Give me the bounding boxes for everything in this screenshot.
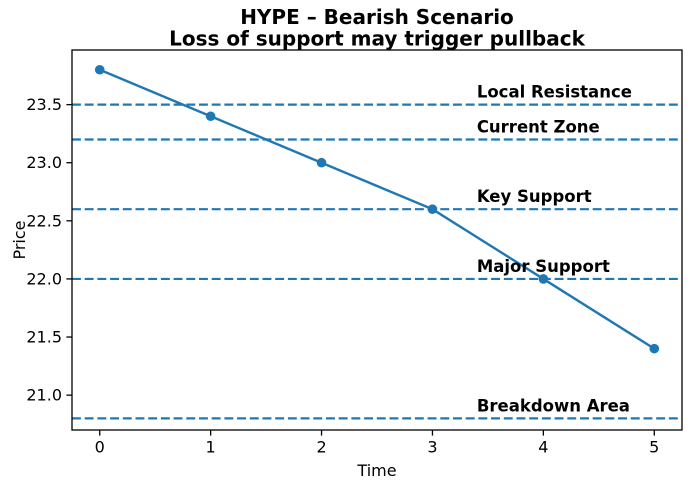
x-axis-label: Time (356, 461, 396, 480)
x-tick-label-4: 4 (538, 438, 548, 457)
x-tick-label-0: 0 (95, 438, 105, 457)
data-point-x0 (94, 64, 105, 75)
y-tick-label-22.0: 22.0 (26, 269, 62, 288)
price-line (99, 68, 655, 350)
data-point-x1 (205, 111, 216, 122)
y-tick-label-21.5: 21.5 (26, 328, 62, 347)
axis-ticks: 0 1 2 3 4 5 21.0 21.5 22.0 22.5 23.0 23.5 (26, 95, 659, 456)
level-labels: Local Resistance Current Zone Key Support M… (477, 83, 632, 416)
x-tick-label-1: 1 (206, 438, 216, 457)
data-point-x2 (316, 157, 327, 168)
label-local-resistance: Local Resistance (477, 83, 632, 102)
plot-border (71, 49, 683, 431)
chart-title: HYPE – Bearish Scenario (240, 5, 514, 29)
x-tick-label-5: 5 (649, 438, 659, 457)
label-major-support: Major Support (477, 257, 610, 276)
label-current-zone: Current Zone (477, 117, 600, 136)
x-tick-label-3: 3 (427, 438, 437, 457)
data-point-x3 (427, 204, 438, 215)
y-tick-label-23.5: 23.5 (26, 95, 62, 114)
y-axis-label: Price (10, 220, 29, 259)
label-breakdown-area: Breakdown Area (477, 396, 630, 415)
y-tick-label-23.0: 23.0 (26, 153, 62, 172)
price-series (94, 64, 660, 354)
support-resistance-lines (72, 103, 682, 420)
y-tick-label-22.5: 22.5 (26, 211, 62, 230)
chart-subtitle: Loss of support may trigger pullback (169, 27, 586, 51)
y-tick-label-21.0: 21.0 (26, 386, 62, 405)
x-tick-label-2: 2 (316, 438, 326, 457)
data-point-x4 (538, 274, 549, 284)
data-point-x5 (649, 343, 660, 354)
label-key-support: Key Support (477, 187, 592, 206)
